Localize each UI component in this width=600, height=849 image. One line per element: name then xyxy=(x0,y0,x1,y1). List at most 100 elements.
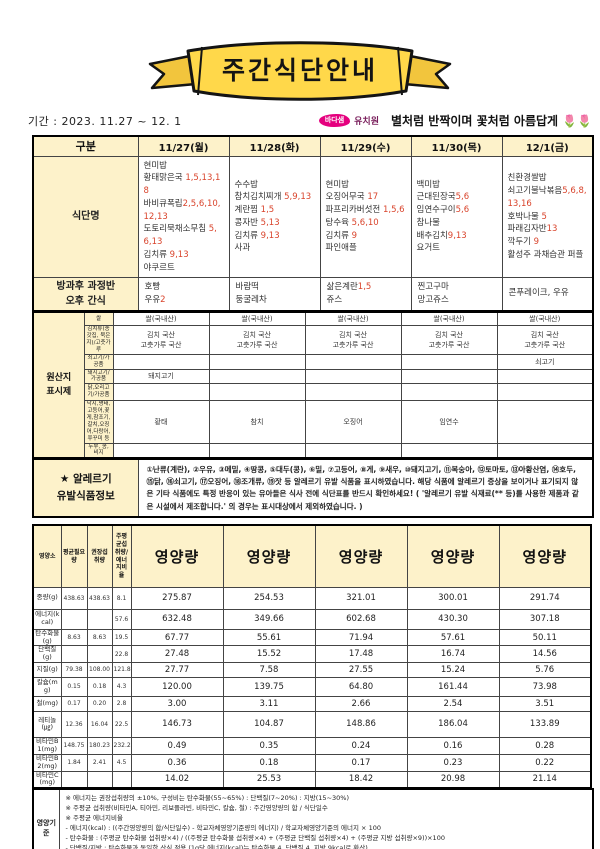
menu-item: 찐고구마 xyxy=(418,281,496,295)
nutrition-notes-body: ※ 에너지는 권장섭취량의 ±10%, 구성비는 탄수화물(55~65%) : … xyxy=(58,788,594,849)
menu-item: 둥굴레차 xyxy=(236,294,314,308)
menu-item-name: 현미밥 xyxy=(143,160,167,171)
origin-value-cell: 쇠고기 xyxy=(496,353,594,370)
rec-intake-value: 16.04 xyxy=(86,710,113,738)
origin-value-cell xyxy=(400,383,498,402)
nutrition-row: 지질(g) 79.38 108.00 121.8 27.77 7.58 27.55 15.24… xyxy=(32,661,592,678)
daily-amount-value: 73.98 xyxy=(498,676,592,697)
menu-item-name: 탕수육 xyxy=(325,217,352,228)
menu-item-name: 파인애플 xyxy=(325,243,357,254)
weekly-ratio-value: 4.3 xyxy=(111,676,132,697)
menu-item: 사과 xyxy=(235,242,315,255)
avg-req-value: 79.38 xyxy=(60,661,88,678)
avg-req-value xyxy=(60,770,88,789)
origin-value-cell: 황태 xyxy=(112,400,210,444)
menu-item: 바람떡 xyxy=(236,281,314,295)
menu-item-name: 근대된장국 xyxy=(416,192,456,203)
origin-value-cell: 김치 국산 고춧가루 국산 xyxy=(208,325,306,355)
snack-day-cell: 바람떡 둥굴레차 xyxy=(228,277,321,312)
menu-item-allergy-numbers: 5 xyxy=(541,211,547,222)
nutrition-row: 탄수화물(g) 8.63 8.63 19.5 67.77 55.61 71.94 57.61 5… xyxy=(32,628,592,647)
origin-value-cell xyxy=(496,368,594,385)
daily-amount-value: 430.30 xyxy=(406,608,500,630)
menu-item-name: 콩자반 xyxy=(234,217,261,228)
menu-item: 김치류 9,13 xyxy=(235,230,315,243)
menu-item: 호빵 xyxy=(145,281,223,295)
origin-category-label: 쇠고기/가공품 xyxy=(83,353,114,370)
menu-item: 콘푸레이크, 우유 xyxy=(509,287,587,301)
origin-value-cell: 오징어 xyxy=(304,400,402,444)
daily-amount-value: 120.00 xyxy=(130,676,224,697)
menu-item-allergy-numbers: 5,13 xyxy=(260,217,280,228)
menu-item-name: 파프리카버섯전 xyxy=(325,205,383,216)
menu-item-allergy-numbers: 1,5 xyxy=(260,205,275,216)
daily-amount-value: 14.56 xyxy=(498,645,592,663)
daily-amount-value: 0.17 xyxy=(314,753,408,772)
menu-item-allergy-numbers: 9 xyxy=(351,230,358,241)
origin-value-cell xyxy=(208,353,306,370)
daily-amount-value: 67.77 xyxy=(130,628,224,647)
daily-amount-value: 3.51 xyxy=(498,695,592,712)
menu-item-allergy-numbers: 2,5,6,10,12,13 xyxy=(143,198,221,222)
origin-value-cell xyxy=(304,383,402,402)
menu-item-name: 백미밥 xyxy=(416,179,440,190)
daily-amount-value: 71.94 xyxy=(314,628,408,647)
daily-amount-value: 0.28 xyxy=(498,736,592,755)
origin-value-cell xyxy=(304,353,402,370)
brand-area: 바다샘 유치원 별처럼 반짝이며 꽃처럼 아름답게 🌷🌷 xyxy=(318,112,592,129)
avg-req-value: 148.75 xyxy=(60,736,88,755)
nutrient-label: 비타민B2(mg) xyxy=(32,753,62,772)
menu-item-name: 둥굴레차 xyxy=(235,295,267,306)
menu-item-allergy-numbers: 17 xyxy=(367,192,379,203)
menu-item: 김치류 9,13 xyxy=(144,249,224,262)
menu-item-allergy-numbers: 1,5,13,18 xyxy=(143,173,221,196)
avg-req-value: 1.84 xyxy=(60,753,88,772)
menu-item-name: 쥬스 xyxy=(326,295,343,306)
menu-item-name: 오징어무국 xyxy=(325,192,368,203)
menu-item-name: 김치류 xyxy=(143,249,170,260)
avg-req-col-header: 평균필요량 xyxy=(60,524,88,588)
daily-amount-value: 146.73 xyxy=(130,710,224,738)
menu-item-name: 활성주 과채습관 퍼플 xyxy=(507,249,584,260)
daily-amount-value: 18.42 xyxy=(314,770,408,789)
avg-req-value xyxy=(60,608,88,630)
menu-item: 활성주 과채습관 퍼플 xyxy=(508,249,588,262)
menu-item: 우유2 xyxy=(145,294,223,308)
daily-amount-value: 14.02 xyxy=(130,770,224,789)
daily-amount-col-header: 영양량 xyxy=(130,524,224,588)
menu-item-allergy-numbers: 1,5 xyxy=(357,281,372,292)
menu-item-name: 친환경쌀밥 xyxy=(507,173,547,184)
daily-amount-col-header: 영양량 xyxy=(498,524,592,588)
menu-item-name: 수수밥 xyxy=(234,179,258,190)
menu-item-name: 호박나물 xyxy=(507,211,542,222)
menu-item: 백미밥 xyxy=(417,179,497,192)
menu-item-name: 쇠고기불낙볶음 xyxy=(507,186,563,196)
menu-item-name: 바비큐폭립 xyxy=(143,198,183,209)
ribbon-banner-icon: 주간식단안내 xyxy=(148,41,452,101)
origin-value-cell xyxy=(112,383,210,402)
origin-value-cell xyxy=(400,353,498,370)
menu-item-name: 파래김자반 xyxy=(507,224,547,235)
menu-item: 파래김자반13 xyxy=(508,223,588,236)
menu-item-name: 현미밥 xyxy=(325,179,349,190)
nutrition-notes-table: 영양기준 ※ 에너지는 권장섭취량의 ±10%, 구성비는 탄수화물(55~65… xyxy=(32,788,594,849)
date-header: 12/1(금) xyxy=(501,135,594,157)
origin-category-label: 낙지,명태,고등어,꽃게,참조기,갈치,오징어,다랑어,쭈꾸미 등 xyxy=(83,400,114,444)
origin-value-cell xyxy=(304,442,402,459)
menu-item: 삶은계란1,5 xyxy=(327,281,405,295)
menu-item: 현미밥 xyxy=(326,179,406,192)
nutrient-label: 지질(g) xyxy=(32,661,62,678)
menu-item-allergy-numbers: 9,13 xyxy=(169,249,189,260)
menu-item: 깍두기 9 xyxy=(508,236,588,249)
menu-item-name: 콘푸레이크, 우유 xyxy=(508,288,569,299)
menu-item: 호박나물 5 xyxy=(508,211,588,224)
flower-icon: 🌷🌷 xyxy=(562,113,592,128)
snack-day-cell: 찐고구마 망고쥬스 xyxy=(410,277,503,312)
daily-amount-value: 133.89 xyxy=(498,710,592,738)
menu-item-name: 참나물 xyxy=(416,217,440,228)
nutrient-label: 칼슘(mg) xyxy=(32,676,62,697)
daily-amount-value: 632.48 xyxy=(130,608,224,630)
daily-amount-value: 0.35 xyxy=(222,736,316,755)
menu-day-cell: 친환경쌀밥 쇠고기불낙볶음5,6,8,13,16 호박나물 5 파래김자반13 깍두기 … xyxy=(501,155,594,279)
